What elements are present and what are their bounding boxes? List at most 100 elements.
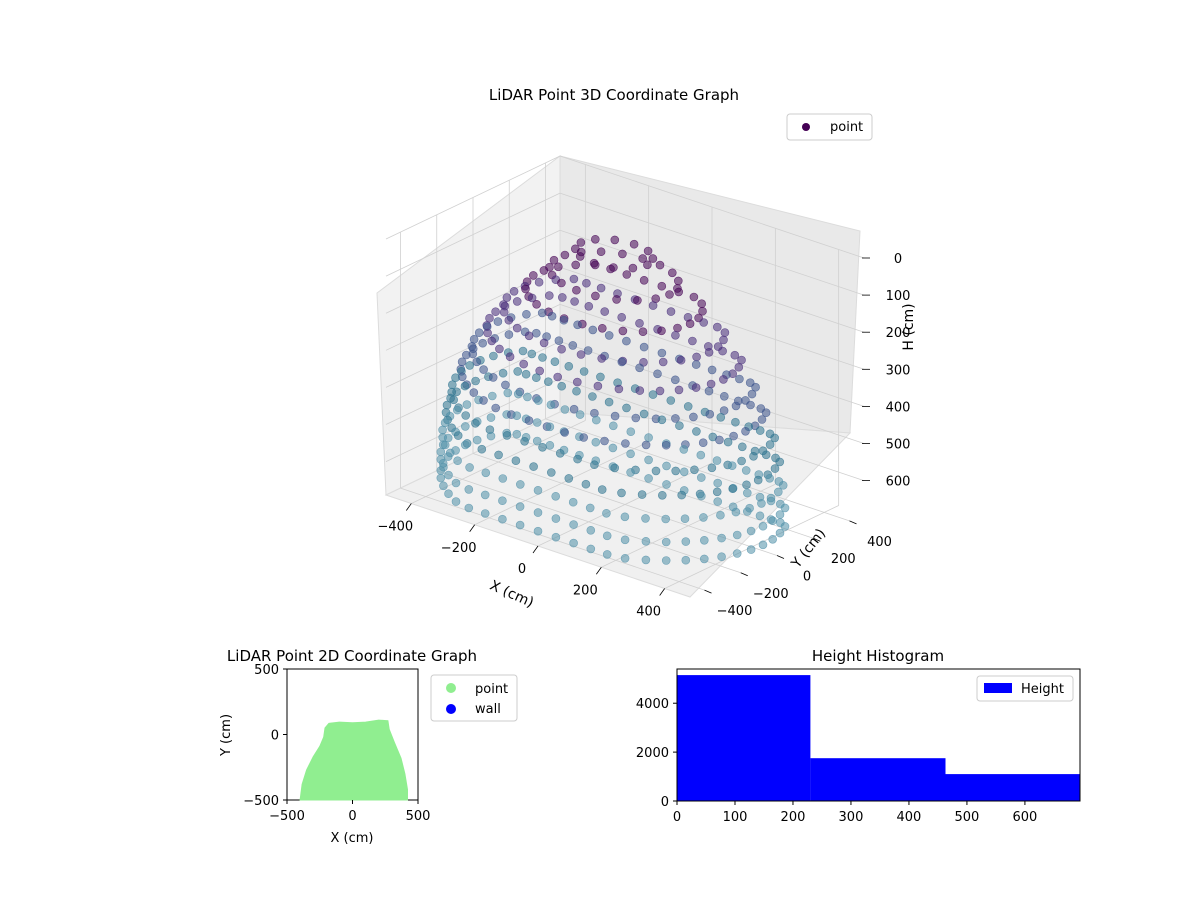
point-marker <box>631 413 641 423</box>
point-marker <box>511 456 521 466</box>
point-marker <box>674 385 684 395</box>
point-marker <box>681 555 691 565</box>
point-marker <box>471 418 480 428</box>
y-tick-label: −200 <box>753 587 789 602</box>
point-marker <box>675 421 684 431</box>
point-marker <box>639 409 649 419</box>
point-marker <box>572 386 581 396</box>
point-marker <box>657 326 666 336</box>
y-tick-label: 400 <box>867 535 892 550</box>
point-marker <box>472 435 482 445</box>
point-marker <box>471 376 480 386</box>
histogram-frame <box>676 668 1081 802</box>
chart-histogram: Height Histogram 0 100 200 300 400 500 600 0 200… <box>636 647 1081 825</box>
point-marker <box>707 365 717 375</box>
point-marker <box>741 466 751 475</box>
point-marker <box>768 534 778 544</box>
point-marker <box>596 283 606 293</box>
point-marker <box>742 480 751 490</box>
point-marker <box>666 396 676 405</box>
point-marker <box>734 362 744 372</box>
ticks-2d: −500−500 0 0 500 500 <box>243 663 430 824</box>
z-tick-label: 300 <box>886 363 911 378</box>
point-marker <box>461 411 471 420</box>
point-marker <box>469 334 479 344</box>
point-marker <box>573 320 582 330</box>
point-marker <box>758 540 768 550</box>
point-marker <box>780 522 790 531</box>
point-marker <box>498 474 508 483</box>
point-marker <box>620 535 630 545</box>
histogram-bar <box>810 758 946 801</box>
x-tick-label: 400 <box>636 605 661 620</box>
x-tick-label-hist: 500 <box>955 810 980 825</box>
point-marker <box>778 480 788 490</box>
point-marker <box>641 440 651 450</box>
point-marker <box>498 368 508 378</box>
point-marker <box>581 479 591 489</box>
chart-2d-title: LiDAR Point 2D Coordinate Graph <box>227 647 477 665</box>
point-marker <box>460 440 470 450</box>
point-marker <box>719 335 728 345</box>
point-marker <box>667 268 677 278</box>
point-marker <box>597 354 607 363</box>
point-marker <box>555 448 565 458</box>
point-marker <box>600 307 610 316</box>
point-marker <box>746 400 755 410</box>
point-marker <box>461 350 471 360</box>
point-marker <box>560 250 570 260</box>
point-marker <box>755 511 765 521</box>
point-marker <box>593 381 603 391</box>
point-marker <box>718 346 727 356</box>
chart-3d-title: LiDAR Point 3D Coordinate Graph <box>489 86 739 104</box>
x-axis-label: X (cm) <box>487 578 536 611</box>
point-marker <box>699 513 708 522</box>
y-tick-label-hist: 0 <box>661 795 669 810</box>
x-tick-label: 200 <box>573 583 598 598</box>
point-marker <box>480 490 490 500</box>
point-marker <box>737 456 746 466</box>
point-marker <box>698 438 708 448</box>
point-marker <box>533 485 543 495</box>
point-marker <box>735 374 744 384</box>
point-marker <box>520 436 529 446</box>
point-marker <box>440 418 450 428</box>
point-marker <box>451 373 460 383</box>
point-marker <box>465 361 475 370</box>
point-marker <box>638 327 648 337</box>
point-marker <box>644 433 653 442</box>
point-marker <box>585 503 595 513</box>
point-marker <box>731 507 741 517</box>
point-marker <box>648 254 658 263</box>
point-marker <box>444 470 453 480</box>
point-marker <box>600 436 609 446</box>
point-marker <box>524 331 534 341</box>
legend-marker-point-2d <box>446 683 456 693</box>
point-marker <box>692 352 701 362</box>
point-marker <box>528 271 538 280</box>
point-marker <box>638 254 648 263</box>
point-marker <box>617 312 627 322</box>
point-marker <box>720 328 730 337</box>
point-marker <box>683 402 693 411</box>
y-axis-label-2d: Y (cm) <box>219 714 234 757</box>
point-marker <box>704 347 714 357</box>
point-marker <box>457 357 467 367</box>
point-marker <box>509 286 519 296</box>
point-marker <box>657 348 667 358</box>
point-marker <box>444 489 453 499</box>
y-tick-mark <box>813 537 821 542</box>
z-tick-label: 600 <box>886 475 911 490</box>
point-marker <box>692 427 701 436</box>
point-marker <box>453 456 462 466</box>
point-marker <box>504 315 514 325</box>
point-marker <box>560 428 570 437</box>
point-marker <box>731 401 741 411</box>
y-tick-mark <box>704 589 712 594</box>
point-marker <box>753 475 763 485</box>
point-marker <box>641 514 650 523</box>
legend-label-point-2d: point <box>475 682 508 697</box>
point-marker <box>657 281 667 291</box>
point-marker <box>775 528 785 538</box>
